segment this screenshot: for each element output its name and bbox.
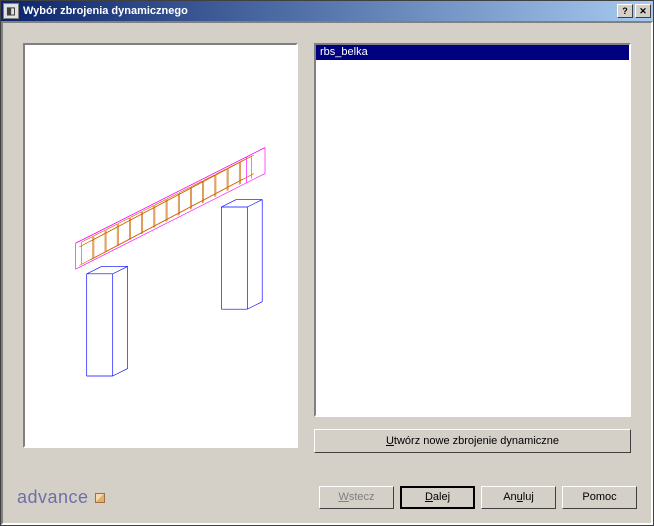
app-icon: ◧ bbox=[3, 3, 19, 19]
close-titlebar-button[interactable]: ✕ bbox=[635, 4, 651, 18]
mnemonic: D bbox=[425, 491, 433, 503]
button-label-pre: An bbox=[503, 491, 516, 503]
titlebar: ◧ Wybór zbrojenia dynamicznego ? ✕ bbox=[1, 1, 653, 21]
footer-row: advance Wstecz Dalej Anuluj Pomoc bbox=[17, 486, 637, 509]
help-button[interactable]: Pomoc bbox=[562, 486, 637, 509]
button-label: Pomoc bbox=[582, 491, 616, 503]
mnemonic: U bbox=[386, 435, 394, 447]
right-column: rbs_belka Utwórz nowe zbrojenie dynamicz… bbox=[314, 43, 631, 453]
button-label-rest: luj bbox=[523, 491, 534, 503]
cancel-button[interactable]: Anuluj bbox=[481, 486, 556, 509]
preview-panel bbox=[23, 43, 298, 448]
list-item[interactable]: rbs_belka bbox=[316, 45, 629, 60]
reinforcement-diagram bbox=[31, 66, 291, 426]
brand-label: advance bbox=[17, 487, 105, 508]
create-new-button[interactable]: Utwórz nowe zbrojenie dynamiczne bbox=[314, 429, 631, 453]
next-button[interactable]: Dalej bbox=[400, 486, 475, 509]
titlebar-controls: ? ✕ bbox=[617, 4, 651, 18]
reinforcement-listbox[interactable]: rbs_belka bbox=[314, 43, 631, 417]
button-label-rest: stecz bbox=[349, 491, 375, 503]
mnemonic: W bbox=[338, 491, 348, 503]
brand-text: advance bbox=[17, 487, 89, 507]
window-title: Wybór zbrojenia dynamicznego bbox=[23, 5, 617, 17]
help-titlebar-button[interactable]: ? bbox=[617, 4, 633, 18]
back-button[interactable]: Wstecz bbox=[319, 486, 394, 509]
brand-icon bbox=[95, 493, 105, 503]
content-row: rbs_belka Utwórz nowe zbrojenie dynamicz… bbox=[23, 43, 631, 453]
nav-buttons: Wstecz Dalej Anuluj Pomoc bbox=[319, 486, 637, 509]
dialog-window: ◧ Wybór zbrojenia dynamicznego ? ✕ rbs_b… bbox=[0, 0, 654, 526]
button-label-rest: alej bbox=[433, 491, 450, 503]
dialog-body: rbs_belka Utwórz nowe zbrojenie dynamicz… bbox=[1, 21, 653, 525]
button-label-rest: twórz nowe zbrojenie dynamiczne bbox=[394, 435, 559, 447]
